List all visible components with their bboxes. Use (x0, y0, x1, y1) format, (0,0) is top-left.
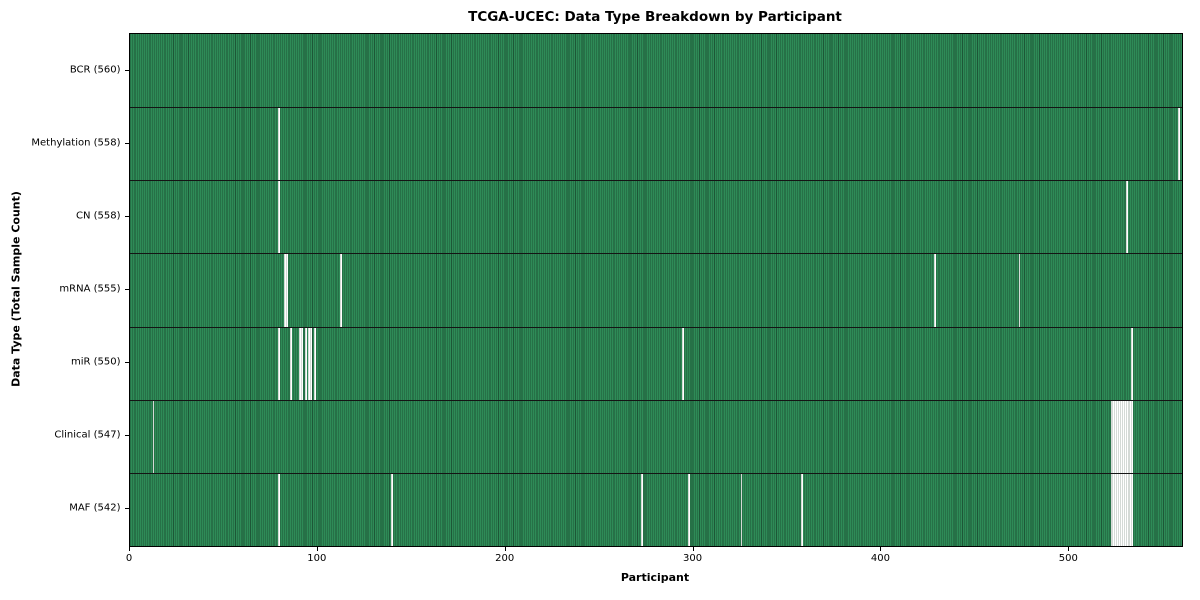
absent-cell (1127, 473, 1130, 546)
absent-cell (314, 327, 316, 400)
y-tick-mark (124, 508, 129, 510)
absent-cell (300, 327, 303, 400)
x-tick-label: 300 (683, 553, 703, 564)
x-axis: 0 100 200 300 400 500 (125, 546, 1181, 576)
x-tick-label: 0 (125, 553, 133, 564)
y-axis: BCR (560) Methylation (558) CN (558) mRNA (… (0, 33, 129, 545)
absent-cell (1116, 473, 1119, 546)
absent-cell (1125, 473, 1128, 546)
absent-cell (278, 181, 281, 254)
absent-cell (1018, 254, 1021, 327)
absent-cell (1114, 400, 1117, 473)
absent-cell (285, 254, 288, 327)
absent-cell (1131, 327, 1134, 400)
heatmap-row-mir (130, 326, 1182, 400)
absent-cell (1125, 181, 1128, 254)
x-tick-mark (129, 546, 130, 551)
absent-cell (800, 473, 803, 546)
absent-cell (391, 473, 393, 546)
heatmap-row-clinical (130, 399, 1182, 473)
y-tick-label: miR (550) (70, 356, 121, 368)
absent-cell (1123, 473, 1126, 546)
absent-cell (340, 254, 343, 327)
y-tick-mark (124, 362, 129, 364)
absent-cell (1129, 400, 1132, 473)
y-tick-mark (124, 289, 129, 290)
y-tick-label: CN (558) (75, 210, 121, 222)
x-tick-label: 200 (495, 553, 515, 564)
absent-cell (278, 108, 281, 181)
absent-cell (278, 327, 281, 400)
absent-cell (284, 254, 286, 327)
absent-cell (1121, 400, 1124, 473)
absent-cell (278, 473, 281, 546)
heatmap-grid (130, 34, 1182, 546)
absent-cell (1127, 400, 1130, 473)
absent-cell (1131, 473, 1134, 546)
absent-cell (1118, 400, 1120, 473)
absent-cell (304, 327, 307, 400)
absent-cell (1114, 473, 1117, 546)
absent-cell (308, 327, 311, 400)
absent-cell (1123, 400, 1126, 473)
heatmap-plot: PresentAbsent (129, 33, 1183, 547)
y-tick-mark (124, 435, 129, 437)
x-tick-mark (316, 546, 318, 551)
absent-cell (1178, 108, 1181, 181)
absent-cell (299, 327, 301, 400)
absent-cell (1110, 473, 1113, 546)
absent-cell (640, 473, 643, 546)
heatmap-row-methylation (130, 107, 1182, 181)
absent-cell (1120, 400, 1122, 473)
absent-cell (934, 254, 936, 327)
absent-cell (152, 400, 155, 473)
absent-cell (1120, 473, 1122, 546)
heatmap-row-maf (130, 472, 1182, 546)
y-tick-label: Methylation (558) (31, 137, 121, 149)
y-tick-label: mRNA (555) (59, 283, 121, 295)
absent-cell (682, 327, 685, 400)
chart-title: TCGA-UCEC: Data Type Breakdown by Partic… (468, 9, 842, 25)
y-tick-label: Clinical (547) (54, 429, 121, 441)
absent-cell (289, 327, 292, 400)
absent-cell (1116, 400, 1119, 473)
absent-cell (740, 473, 743, 546)
x-tick-mark (1068, 546, 1070, 551)
y-tick-label: MAF (542) (69, 502, 121, 514)
absent-cell (1118, 473, 1120, 546)
absent-cell (1112, 473, 1115, 546)
absent-cell (1129, 473, 1132, 546)
absent-cell (687, 473, 690, 546)
x-tick-mark (692, 546, 694, 551)
y-tick-mark (124, 142, 129, 144)
absent-cell (1112, 400, 1115, 473)
absent-cell (310, 327, 313, 400)
heatmap-row-mrna (130, 253, 1182, 327)
y-tick-mark (124, 215, 129, 217)
x-axis-label: Participant (620, 571, 690, 584)
y-tick-label: BCR (560) (69, 64, 121, 76)
x-tick-label: 500 (1058, 553, 1078, 564)
heatmap-row-bcr (130, 34, 1182, 108)
x-tick-mark (880, 546, 882, 551)
absent-cell (1131, 400, 1134, 473)
absent-cell (1110, 400, 1113, 473)
x-tick-label: 100 (307, 553, 327, 564)
x-tick-label: 400 (870, 553, 890, 564)
x-tick-mark (504, 546, 506, 551)
y-tick-mark (124, 69, 129, 71)
heatmap-row-cn (130, 180, 1182, 254)
absent-cell (1121, 473, 1124, 546)
absent-cell (1125, 400, 1128, 473)
